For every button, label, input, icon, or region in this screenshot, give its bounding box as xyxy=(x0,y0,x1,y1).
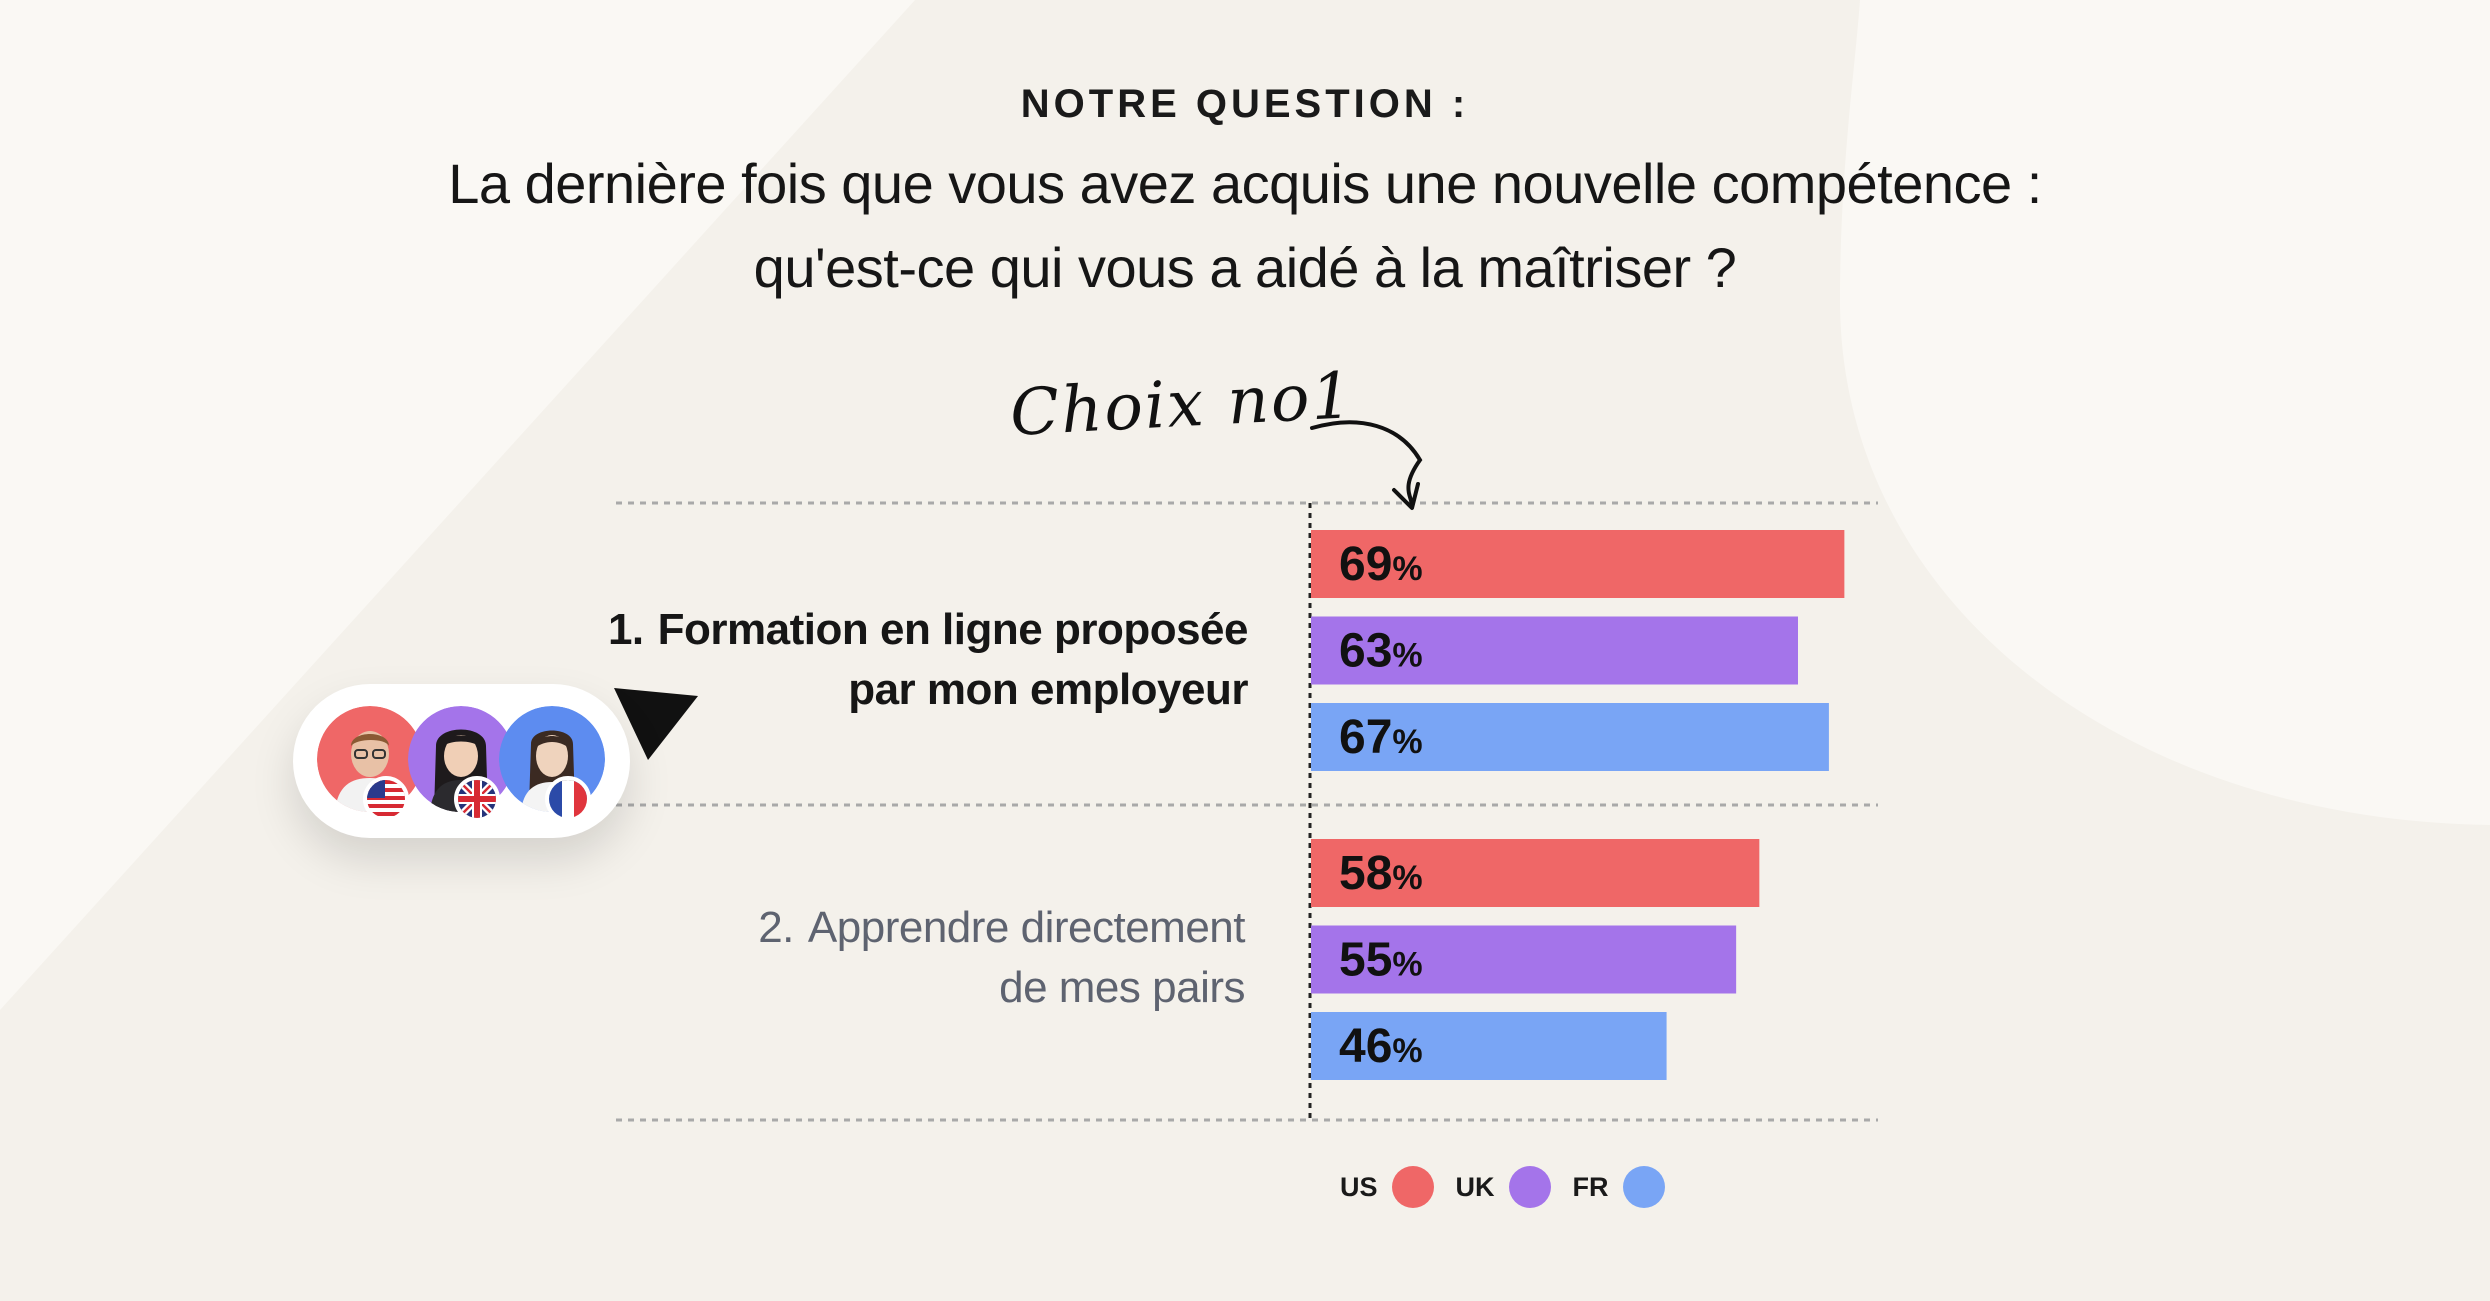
category-2-text-1: Apprendre directement xyxy=(807,903,1246,952)
cursor-icon xyxy=(614,688,698,760)
legend-item-fr: FR xyxy=(1573,1166,1665,1208)
category-1-number: 1. xyxy=(607,605,644,654)
uk-flag-icon xyxy=(454,776,500,822)
us-flag-icon xyxy=(363,776,409,822)
avatar-group-card xyxy=(293,684,630,838)
category-label-1: 1. Formation en ligne proposée par mon em… xyxy=(500,600,1249,720)
bar-fr-category-1 xyxy=(1311,703,1829,771)
bar-uk-category-2 xyxy=(1311,925,1737,994)
bar-label-fr-category-1: 67% xyxy=(1339,711,1423,764)
curved-arrow-icon xyxy=(1310,420,1423,508)
bar-label-uk-category-2: 55% xyxy=(1339,934,1423,987)
legend-item-uk: UK xyxy=(1456,1166,1551,1208)
category-1-text-1: Formation en ligne proposée xyxy=(657,605,1249,654)
bar-label-us-category-1: 69% xyxy=(1339,538,1423,591)
legend-label-fr: FR xyxy=(1572,1171,1609,1202)
bar-label-uk-category-1: 63% xyxy=(1339,625,1423,678)
category-2-line-2: de mes pairs xyxy=(999,963,1245,1012)
bar-uk-category-1 xyxy=(1311,616,1798,685)
legend-label-us: US xyxy=(1340,1171,1378,1202)
question-title: La dernière fois que vous avez acquis un… xyxy=(245,142,2245,310)
category-2-number: 2. xyxy=(758,903,794,952)
legend-dot-fr xyxy=(1622,1166,1665,1208)
chart-guides xyxy=(616,501,1878,1122)
bars-group: 69% 63% 67% 58% 55% 46% xyxy=(1311,530,1845,1080)
legend-dot-uk xyxy=(1508,1166,1551,1208)
category-1-line-1: 1. Formation en ligne proposée xyxy=(500,600,1249,660)
arrow-head-icon xyxy=(1392,482,1420,510)
question-line-1: La dernière fois que vous avez acquis un… xyxy=(448,152,2042,215)
category-2-line-1: 2. Apprendre directement xyxy=(500,898,1245,958)
legend-dot-us xyxy=(1391,1166,1434,1208)
bar-us-category-1 xyxy=(1311,530,1845,598)
category-label-2: 2. Apprendre directement de mes pairs xyxy=(500,898,1245,1018)
fr-flag-icon xyxy=(545,776,591,822)
bar-fr-category-2 xyxy=(1311,1012,1667,1080)
bar-us-category-2 xyxy=(1311,839,1760,907)
category-1-line-2: par mon employeur xyxy=(848,665,1248,714)
legend-item-us: US xyxy=(1340,1166,1434,1208)
eyebrow-heading: NOTRE QUESTION : xyxy=(1020,82,1470,126)
bar-label-us-category-2: 58% xyxy=(1339,847,1423,900)
question-line-2: qu'est-ce qui vous a aidé à la maîtriser… xyxy=(753,236,1737,299)
legend-label-uk: UK xyxy=(1455,1171,1495,1202)
bar-label-fr-category-2: 46% xyxy=(1339,1020,1423,1073)
chart-legend: US UK FR xyxy=(1340,1166,1687,1208)
